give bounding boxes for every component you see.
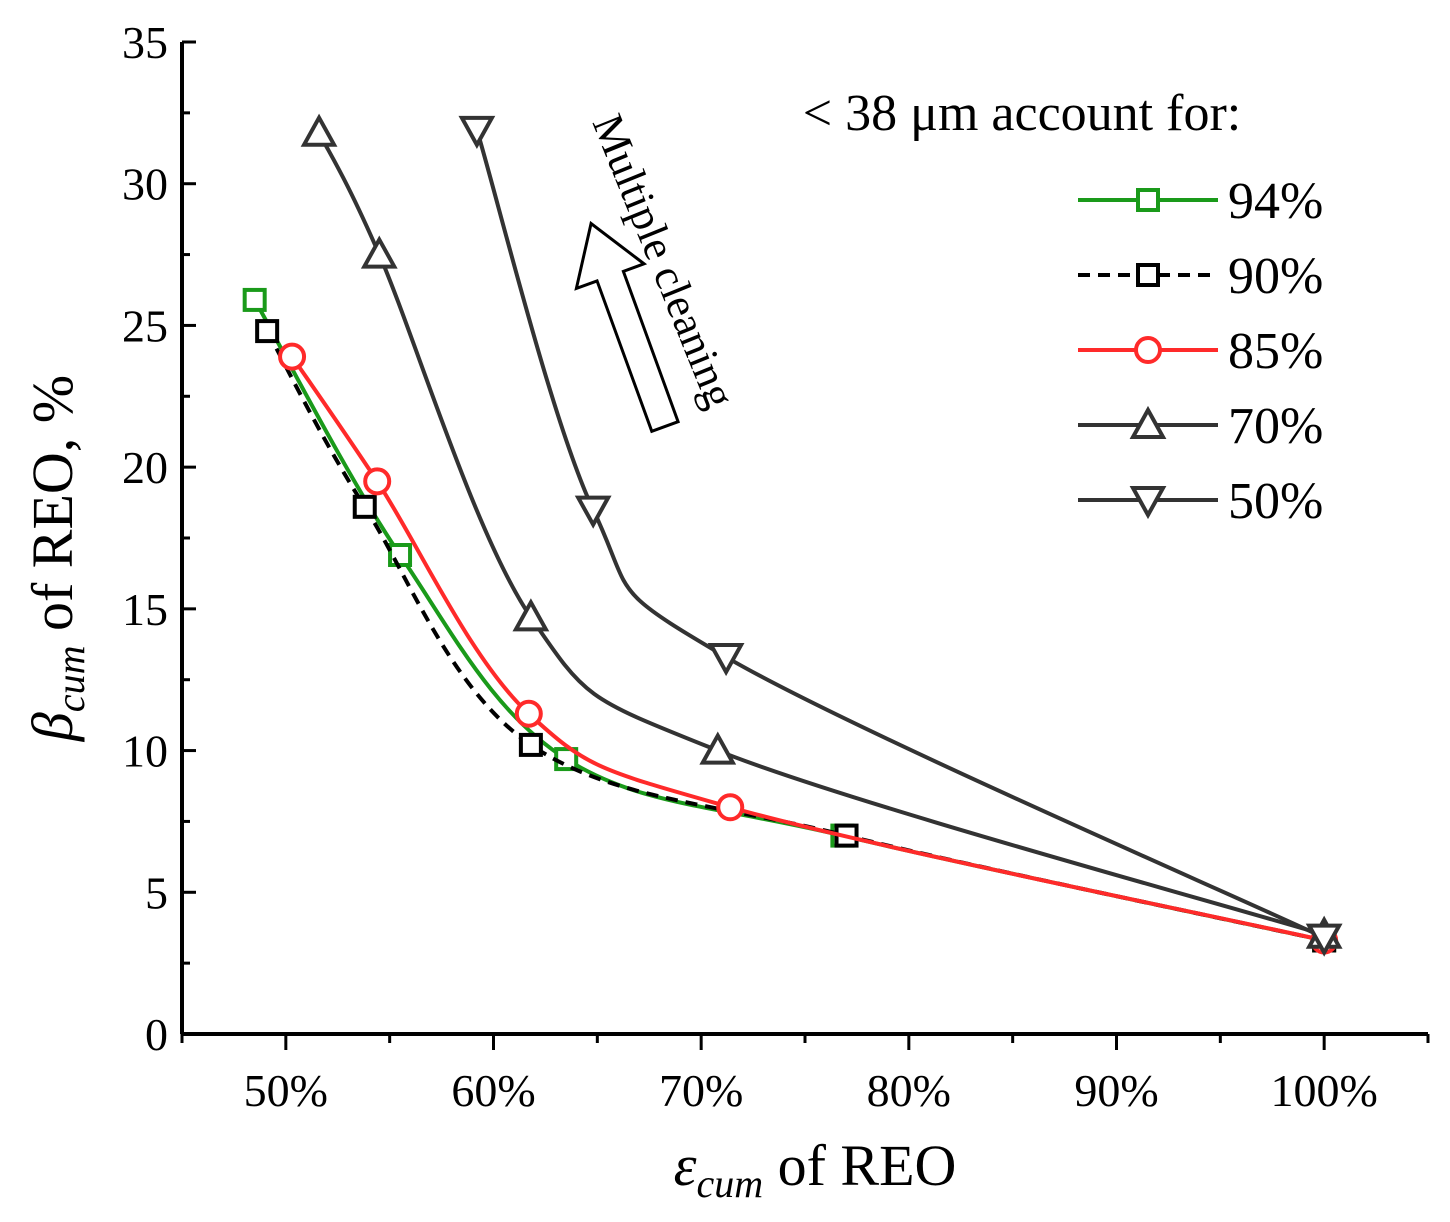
legend-label: 94% — [1228, 173, 1323, 230]
data-point-94 — [242, 287, 267, 312]
series-50 — [458, 115, 1343, 957]
multiple-cleaning-arrow — [574, 220, 681, 434]
legend-item-85: 85% — [1078, 323, 1323, 380]
data-point-50 — [707, 643, 745, 677]
legend-swatch-marker — [1136, 263, 1160, 287]
x-axis-title: εcum of REO — [674, 1133, 957, 1206]
y-axis-title-text: of REO, % — [20, 375, 85, 646]
data-point-90 — [255, 319, 280, 344]
data-point-85 — [278, 342, 307, 371]
data-point-50 — [574, 495, 612, 529]
legend-title: < 38 μm account for: — [803, 85, 1241, 142]
series-94 — [242, 287, 1337, 953]
legend-label: 85% — [1228, 323, 1323, 380]
y-tick-label: 20 — [122, 442, 168, 493]
legend-swatch-marker — [1134, 336, 1162, 364]
legend-item-50: 50% — [1078, 473, 1323, 530]
y-tick-label: 35 — [122, 17, 168, 68]
y-axis-title-symbol: β — [20, 712, 85, 742]
data-point-70 — [300, 113, 338, 147]
y-axis-title-subscript: cum — [48, 646, 93, 713]
y-tick-label: 30 — [122, 159, 168, 210]
y-tick-label: 5 — [145, 867, 168, 918]
series-85 — [278, 342, 1339, 955]
x-tick-label: 50% — [244, 1065, 328, 1116]
series-line-70 — [317, 131, 1325, 937]
y-tick-label: 10 — [122, 726, 168, 777]
data-point-50 — [1305, 923, 1343, 957]
series-line-94 — [252, 298, 1325, 943]
data-point-70 — [360, 235, 398, 269]
legend-item-90: 90% — [1078, 248, 1323, 305]
arrow-icon — [574, 220, 681, 434]
data-point-90 — [352, 494, 377, 519]
data-point-70 — [699, 731, 737, 765]
x-tick-label: 100% — [1271, 1065, 1378, 1116]
data-point-50 — [458, 115, 496, 149]
legend-label: 90% — [1228, 248, 1323, 305]
y-tick-label: 0 — [145, 1009, 168, 1060]
data-point-85 — [716, 793, 745, 822]
data-point-94 — [388, 543, 413, 568]
legend-item-70: 70% — [1078, 398, 1323, 455]
y-tick-label: 25 — [122, 300, 168, 351]
series-70 — [300, 113, 1343, 949]
series-group — [242, 113, 1343, 957]
x-tick-label: 80% — [867, 1065, 951, 1116]
annotation: Multiple cleaning — [574, 107, 745, 434]
data-point-90 — [518, 732, 543, 757]
x-axis-title-symbol: ε — [674, 1133, 697, 1198]
legend-swatch-marker — [1129, 405, 1167, 439]
series-line-90 — [265, 330, 1325, 943]
legend-label: 70% — [1228, 398, 1323, 455]
legend: < 38 μm account for: 94% 90% 85% 70% 50% — [803, 85, 1324, 530]
series-90 — [255, 319, 1337, 953]
x-tick-label: 70% — [659, 1065, 743, 1116]
legend-label: 50% — [1228, 473, 1323, 530]
data-point-85 — [514, 699, 543, 728]
x-axis-title-text: of REO — [763, 1133, 956, 1198]
x-tick-label: 90% — [1074, 1065, 1158, 1116]
data-point-70 — [512, 598, 550, 632]
legend-swatch-marker — [1129, 486, 1167, 520]
data-point-85 — [363, 467, 392, 496]
y-tick-label: 15 — [122, 584, 168, 635]
legend-item-94: 94% — [1078, 173, 1323, 230]
x-tick-label: 60% — [451, 1065, 535, 1116]
legend-swatch-marker — [1136, 188, 1160, 212]
series-line-50 — [474, 129, 1326, 940]
x-axis-title-subscript: cum — [696, 1161, 763, 1206]
y-axis-title: βcum of REO, % — [20, 375, 93, 742]
